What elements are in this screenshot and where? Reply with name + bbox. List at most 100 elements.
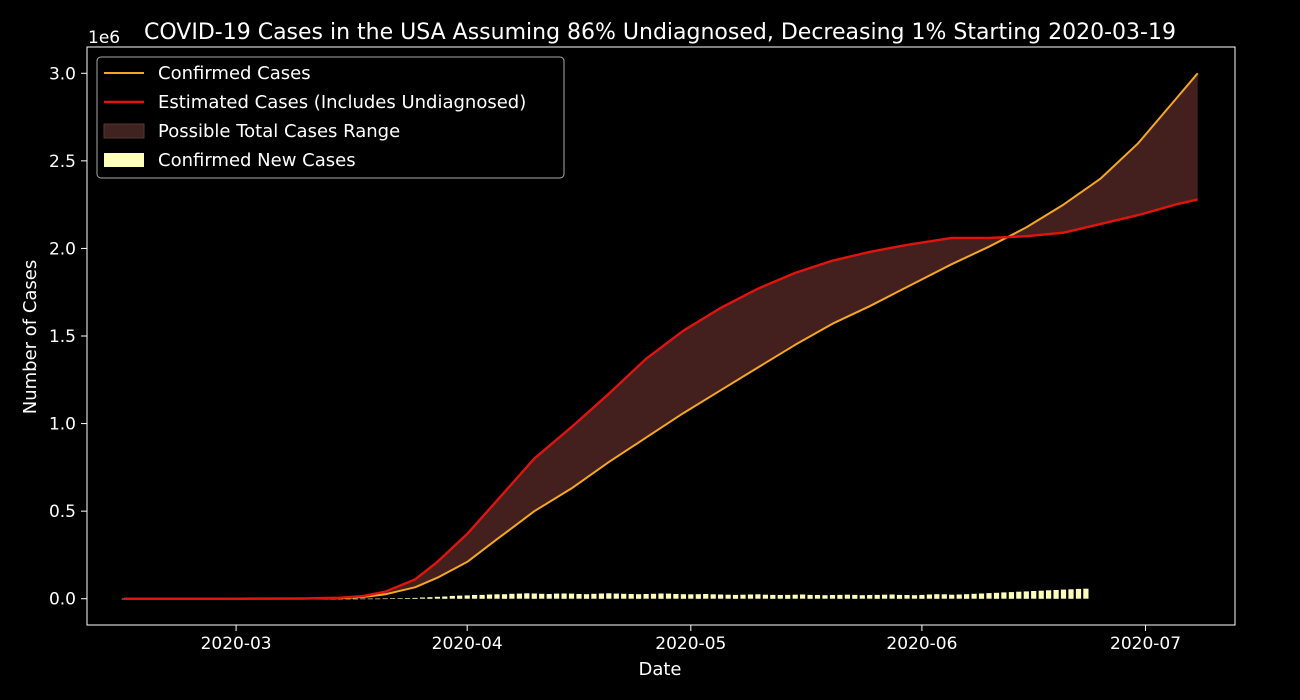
new-cases-bar <box>382 598 388 600</box>
new-cases-bar <box>956 594 962 599</box>
new-cases-bar <box>427 597 433 599</box>
new-cases-bar <box>718 594 724 599</box>
new-cases-bar <box>695 594 701 599</box>
new-cases-bar <box>740 594 746 599</box>
new-cases-bar <box>904 595 910 599</box>
new-cases-bar <box>360 598 366 600</box>
new-cases-bar <box>397 598 403 599</box>
new-cases-bar <box>628 594 634 599</box>
new-cases-bar <box>874 594 880 599</box>
new-cases-bar <box>844 594 850 599</box>
new-cases-bar <box>896 594 903 599</box>
new-cases-bar <box>889 594 895 599</box>
y-tick-label: 0.5 <box>49 502 76 522</box>
x-tick-label: 2020-04 <box>432 634 503 654</box>
new-cases-bar <box>516 593 522 599</box>
new-cases-bar <box>509 593 515 599</box>
new-cases-bar <box>800 594 806 599</box>
new-cases-bar <box>993 592 1000 599</box>
new-cases-bar <box>882 594 888 599</box>
estimated-cases-line <box>124 198 1198 600</box>
x-tick-label: 2020-06 <box>886 634 957 654</box>
new-cases-bar <box>829 595 836 599</box>
y-axis-label: Number of Cases <box>20 260 41 415</box>
new-cases-bar <box>926 594 932 599</box>
confirmed-cases-line <box>124 72 1199 600</box>
new-cases-bar <box>755 594 761 599</box>
new-cases-bar <box>464 595 470 599</box>
legend-swatch <box>103 123 145 139</box>
new-cases-bar <box>941 594 947 599</box>
new-cases-bar <box>457 595 463 599</box>
new-cases-bar <box>986 593 992 599</box>
legend-swatch <box>104 153 144 167</box>
new-cases-bar <box>964 594 970 599</box>
new-cases-bar <box>636 594 642 599</box>
new-cases-bar <box>1046 590 1052 599</box>
new-cases-bar <box>1023 591 1029 599</box>
new-cases-bar <box>665 593 672 599</box>
plot-area <box>121 72 1199 600</box>
y-tick-label: 2.0 <box>49 239 76 259</box>
new-cases-bar <box>486 594 493 599</box>
new-cases-bar <box>546 594 552 599</box>
new-cases-bar <box>643 594 649 599</box>
new-cases-bar <box>777 595 783 599</box>
new-cases-bar <box>479 594 485 599</box>
new-cases-bar <box>822 595 828 599</box>
new-cases-bar <box>1060 589 1067 599</box>
x-axis-label: Date <box>638 659 681 680</box>
new-cases-bar <box>613 593 619 599</box>
new-cases-bar <box>725 594 731 599</box>
y-tick-label: 0.0 <box>49 590 76 610</box>
new-cases-bar <box>554 593 560 599</box>
new-cases-bar <box>576 594 582 599</box>
new-cases-bar <box>1016 591 1022 599</box>
new-cases-bar <box>747 594 754 599</box>
new-cases-bar <box>934 594 940 599</box>
new-cases-bar <box>501 594 508 599</box>
new-cases-bar <box>949 594 955 599</box>
new-cases-bar <box>658 593 664 599</box>
new-cases-bar <box>606 593 612 599</box>
new-cases-bar <box>419 597 426 599</box>
axes: 2020-03 2020-04 2020-05 2020-06 2020-07 0.0 0.… <box>49 46 1236 654</box>
new-cases-bar <box>814 595 821 599</box>
new-cases-bar <box>762 594 768 599</box>
y-tick-label: 1.0 <box>49 415 76 435</box>
new-cases-bar <box>531 593 537 599</box>
new-cases-bar <box>919 594 925 599</box>
new-cases-bar <box>442 596 448 599</box>
new-cases-bar <box>404 598 411 599</box>
new-cases-bar <box>732 594 739 599</box>
new-cases-bar <box>345 598 351 600</box>
new-cases-bar <box>367 598 373 600</box>
new-cases-bar <box>449 595 455 599</box>
new-cases-bar <box>472 595 478 599</box>
new-cases-bar <box>375 598 381 600</box>
new-cases-bar <box>621 593 627 599</box>
y-offset-text: 1e6 <box>88 28 120 48</box>
x-tick-label: 2020-07 <box>1110 634 1181 654</box>
new-cases-bar <box>568 593 575 599</box>
new-cases-bar <box>1038 590 1044 599</box>
new-cases-bar <box>859 595 865 599</box>
legend-label: Estimated Cases (Includes Undiagnosed) <box>158 92 526 113</box>
new-cases-bar <box>911 595 918 599</box>
new-cases-bar <box>1001 592 1007 599</box>
new-cases-bar <box>971 593 977 599</box>
new-cases-bar <box>1075 588 1082 599</box>
new-cases-bar <box>539 593 545 599</box>
new-cases-bar <box>121 598 127 600</box>
legend-label: Confirmed New Cases <box>158 150 356 171</box>
x-tick-label: 2020-03 <box>201 634 272 654</box>
new-cases-bar <box>1053 590 1059 599</box>
legend-frame <box>96 56 565 179</box>
new-cases-bar <box>1068 589 1074 599</box>
new-cases-bar <box>1008 592 1014 599</box>
new-cases-bar <box>673 594 679 599</box>
new-cases-bar <box>390 598 396 599</box>
new-cases-bar <box>583 594 590 599</box>
y-tick-label: 3.0 <box>49 64 76 84</box>
